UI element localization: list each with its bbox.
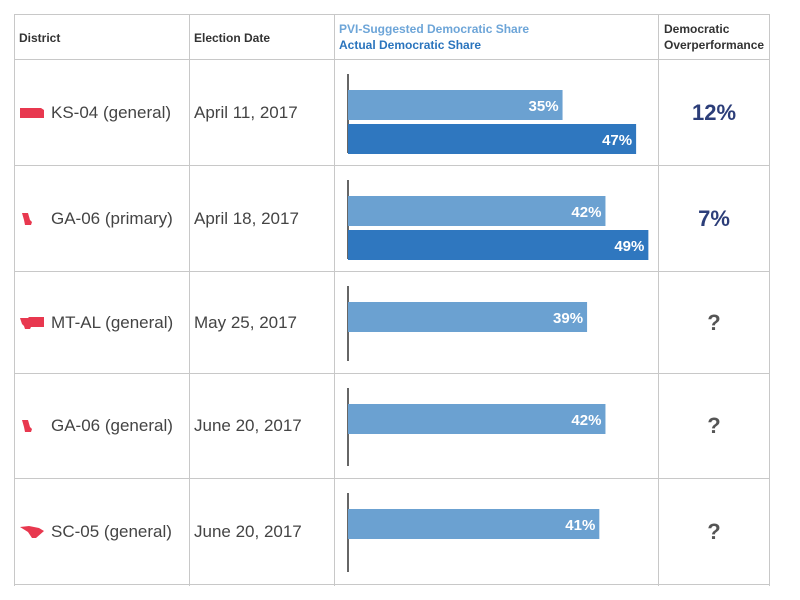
overperformance-value: 12% — [691, 99, 737, 125]
district-label: GA-06 (general) — [51, 416, 173, 435]
column-divider — [189, 14, 190, 586]
pvi-share-data-label: 42% — [571, 204, 601, 221]
pvi-share-data-label: 35% — [529, 98, 559, 115]
district-cell: SC-05 (general) — [19, 479, 172, 584]
bar-chart-cell: 42% — [347, 388, 606, 466]
bar-chart-cell: 42% 49% — [347, 180, 649, 260]
overperformance-value: ? — [707, 518, 721, 544]
bar-chart-cell: 41% — [347, 493, 600, 572]
row-divider — [14, 271, 770, 272]
overperformance-value: 7% — [698, 205, 730, 231]
actual-share-data-label: 49% — [614, 238, 644, 255]
table-border-top — [14, 14, 770, 15]
table-row: GA-06 (primary) April 18, 2017 42% 49% 7% — [14, 166, 770, 271]
election-date: June 20, 2017 — [194, 521, 302, 541]
georgia-icon — [19, 212, 45, 226]
georgia-icon — [19, 419, 45, 433]
actual-share-bar — [348, 230, 649, 260]
row-divider — [14, 373, 770, 374]
pvi-share-data-label: 41% — [565, 517, 595, 534]
column-divider — [658, 14, 659, 586]
table-border-right — [769, 14, 770, 586]
row-divider — [14, 165, 770, 166]
montana-icon — [19, 316, 45, 330]
column-divider — [334, 14, 335, 586]
legend-actual-share: Actual Democratic Share — [339, 38, 482, 52]
table-border-left — [14, 14, 15, 586]
overperformance-value: ? — [707, 413, 721, 438]
table-row: GA-06 (general) June 20, 2017 42% ? — [14, 374, 770, 478]
header-divider — [14, 59, 770, 60]
election-date: May 25, 2017 — [194, 312, 298, 332]
district-label: GA-06 (primary) — [51, 208, 173, 228]
header-overperformance-line2: Overperformance — [664, 38, 765, 52]
pvi-share-bar — [348, 302, 588, 332]
results-table: District Election Date PVI-Suggested Dem… — [14, 14, 770, 586]
bar-chart-cell: 39% — [347, 286, 588, 361]
header-overperformance-line1: Democratic — [664, 22, 730, 36]
table-row: MT-AL (general) May 25, 2017 39% ? — [14, 272, 770, 373]
pvi-share-bar — [348, 90, 563, 120]
district-cell: GA-06 (general) — [19, 374, 173, 478]
kansas-icon — [19, 106, 45, 120]
bar-chart-cell: 35% 47% — [347, 74, 637, 154]
south-carolina-icon — [19, 525, 45, 539]
table-row: KS-04 (general) April 11, 2017 35% 47% 12… — [14, 60, 770, 165]
table-border-bottom — [14, 584, 770, 585]
election-date: June 20, 2017 — [194, 416, 302, 435]
district-cell: MT-AL (general) — [19, 272, 173, 373]
election-date: April 11, 2017 — [194, 102, 298, 122]
pvi-share-data-label: 42% — [571, 412, 601, 429]
district-label: SC-05 (general) — [51, 521, 172, 541]
header-election-date: Election Date — [194, 31, 271, 45]
actual-share-bar — [348, 124, 637, 154]
district-label: KS-04 (general) — [51, 102, 172, 122]
legend-pvi-share: PVI-Suggested Democratic Share — [339, 22, 530, 36]
district-cell: KS-04 (general) — [19, 60, 171, 165]
pvi-share-bar — [348, 404, 606, 434]
election-date: April 18, 2017 — [194, 208, 299, 228]
pvi-share-bar — [348, 196, 606, 226]
row-divider — [14, 478, 770, 479]
pvi-share-data-label: 39% — [553, 310, 583, 327]
actual-share-data-label: 47% — [602, 132, 632, 149]
pvi-share-bar — [348, 509, 600, 539]
district-label: MT-AL (general) — [51, 312, 174, 332]
table-row: SC-05 (general) June 20, 2017 41% ? — [14, 479, 770, 584]
district-cell: GA-06 (primary) — [19, 166, 173, 271]
header-district: District — [19, 31, 61, 45]
overperformance-value: ? — [707, 309, 721, 335]
